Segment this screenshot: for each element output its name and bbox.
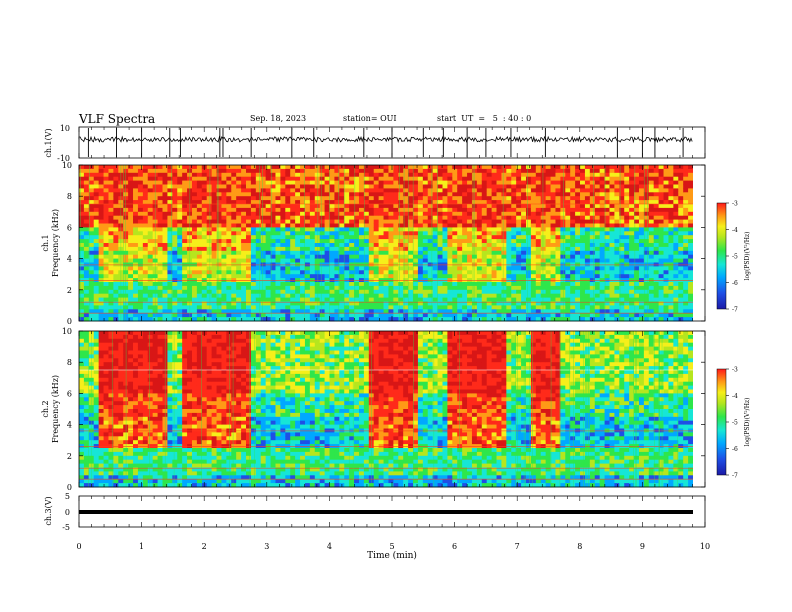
spec-ytick: 6 xyxy=(67,389,72,398)
ch2-spectrogram-heatmap xyxy=(79,331,705,488)
spec-ytick: 4 xyxy=(67,255,72,264)
ch1-spec-ylabel-channel: ch.1 xyxy=(41,234,50,251)
ch2-colorbar-label: log(PSD)(V²/Hz) xyxy=(744,398,751,447)
ch1-wave-ytick: -10 xyxy=(57,154,70,163)
spec-ytick: 4 xyxy=(67,421,72,430)
time-tick-label: 9 xyxy=(640,542,645,551)
time-axis-label: Time (min) xyxy=(367,550,417,561)
colorbar-tick: -6 xyxy=(732,280,738,287)
time-axis: 0 1 2 3 4 5 6 7 8 9 10 xyxy=(76,127,710,551)
ch2-colorbar xyxy=(716,368,727,476)
colorbar-tick: -7 xyxy=(732,307,738,314)
colorbar-tick: -4 xyxy=(732,393,738,400)
time-tick-label: 1 xyxy=(139,542,144,551)
colorbar-tick: -3 xyxy=(732,201,738,208)
ch1-wave-ylabel: ch.1(V) xyxy=(44,128,53,157)
ch1-waveform-panel: 10 -10 ch.1(V) xyxy=(44,124,706,163)
date-label: Sep. 18, 2023 xyxy=(250,114,307,123)
time-tick-label: 10 xyxy=(700,542,710,551)
ch3-waveform-panel: 5 0 -5 ch.3(V) xyxy=(44,492,706,532)
time-tick-label: 0 xyxy=(76,542,81,551)
spec-ytick: 0 xyxy=(67,317,72,326)
spec-ytick: 0 xyxy=(67,483,72,492)
spec-ytick: 2 xyxy=(67,452,72,461)
time-tick-label: 7 xyxy=(515,542,520,551)
spec-ytick: 2 xyxy=(67,286,72,295)
time-tick-label: 6 xyxy=(452,542,457,551)
time-tick-label: 4 xyxy=(327,542,332,551)
ch1-colorbar xyxy=(716,202,727,310)
ch1-spec-ylabel-freq: Frequency (kHz) xyxy=(51,209,60,277)
ch2-spec-ylabel-freq: Frequency (kHz) xyxy=(51,375,60,443)
chart-title: VLF Spectra xyxy=(79,112,156,126)
ch3-wave-trace xyxy=(79,510,693,514)
spec-ytick: 8 xyxy=(67,358,72,367)
time-tick-label: 8 xyxy=(577,542,582,551)
station-label: station= OUI xyxy=(343,114,397,123)
colorbar-tick: -5 xyxy=(732,420,738,427)
colorbar-tick: -6 xyxy=(732,446,738,453)
ch1-wave-trace xyxy=(78,128,693,157)
colorbar-tick: -5 xyxy=(732,254,738,261)
spec-ytick: 10 xyxy=(62,327,72,336)
spec-ytick: 6 xyxy=(67,223,72,232)
colorbar-tick: -4 xyxy=(732,227,738,234)
spec-ytick: 8 xyxy=(67,192,72,201)
ch3-wave-ytick: 5 xyxy=(65,492,70,501)
ch1-wave-ytick: 10 xyxy=(60,124,70,133)
colorbar-tick: -7 xyxy=(732,473,738,480)
ch3-wave-ylabel: ch.3(V) xyxy=(44,496,53,525)
colorbar-tick: -3 xyxy=(732,367,738,374)
spec-ytick: 10 xyxy=(62,161,72,170)
ch2-spec-ylabel-channel: ch.2 xyxy=(41,400,50,417)
ch3-wave-ytick: 0 xyxy=(65,508,70,517)
start-time-label: start UT = 5 : 40 : 0 xyxy=(437,114,532,123)
time-tick-label: 2 xyxy=(202,542,207,551)
ch1-colorbar-label: log(PSD)(V²/Hz) xyxy=(744,232,751,281)
ch1-spectrogram-heatmap xyxy=(79,165,705,322)
time-tick-label: 3 xyxy=(264,542,269,551)
time-tick-label: 5 xyxy=(389,542,394,551)
ch3-wave-ytick: -5 xyxy=(62,523,70,532)
